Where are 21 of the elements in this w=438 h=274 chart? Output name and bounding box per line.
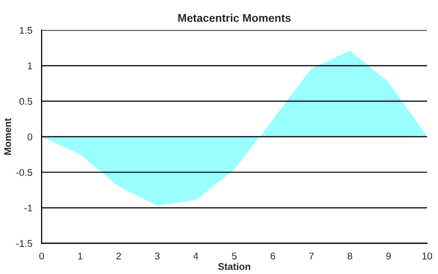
x-tick-label: 5 <box>232 252 237 260</box>
y-tick-label: 0.5 <box>19 98 32 105</box>
x-tick-label: 9 <box>386 252 391 260</box>
x-tick-label: 10 <box>422 252 432 260</box>
y-tick-label: -1.5 <box>16 240 32 247</box>
x-tick-label: 1 <box>78 252 82 260</box>
chart-title: Metacentric Moments <box>178 14 291 22</box>
x-tick-label: 8 <box>348 252 352 260</box>
y-tick-label: 1 <box>28 62 32 70</box>
x-tick-label: 6 <box>270 252 276 260</box>
x-tick-label: 3 <box>154 252 160 260</box>
x-tick-label: 7 <box>309 252 314 260</box>
x-tick-label: 2 <box>116 252 121 260</box>
y-tick-label: -0.5 <box>16 168 32 176</box>
y-tick-label: 1.5 <box>20 26 32 34</box>
y-tick-label: -1 <box>24 204 32 212</box>
x-tick-label: 0 <box>39 252 44 260</box>
x-tick-label: 4 <box>193 252 198 260</box>
y-tick-label: 0 <box>28 133 32 140</box>
x-axis-title: Station <box>218 262 250 270</box>
y-axis-title: Moment <box>4 118 12 155</box>
